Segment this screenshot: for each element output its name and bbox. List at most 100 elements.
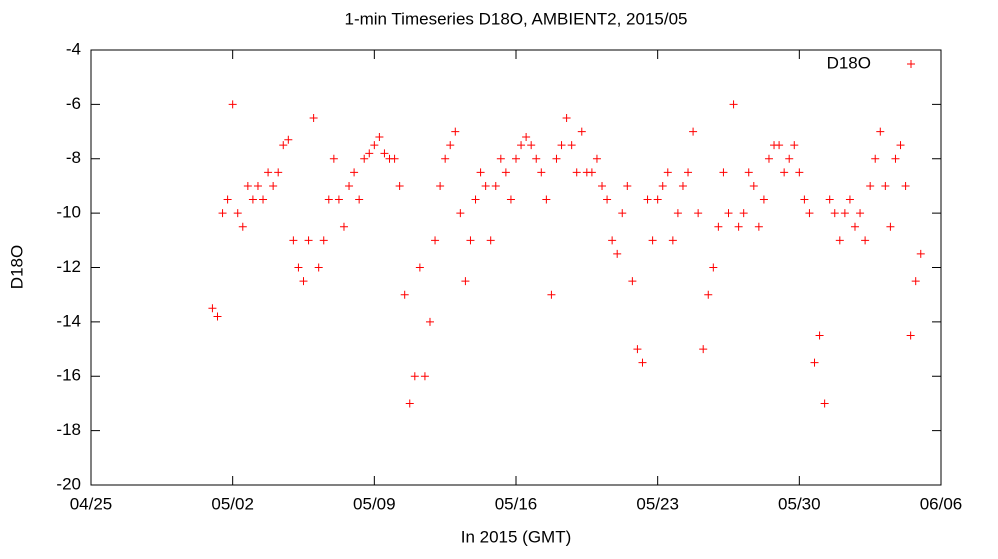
data-point [678,181,687,190]
data-point [845,195,854,204]
data-point [840,209,849,218]
data-point [552,154,561,163]
data-point [871,154,880,163]
data-point [719,168,728,177]
data-point [598,181,607,190]
plot-frame [90,49,942,486]
data-point [881,181,890,190]
data-point [532,154,541,163]
data-point [355,195,364,204]
data-point [501,168,510,177]
data-point [496,154,505,163]
data-point [618,209,627,218]
data-point [314,263,323,272]
y-tick-label: -20 [56,474,81,493]
data-point [866,181,875,190]
data-point [319,236,328,245]
data-point [613,249,622,258]
data-point [592,154,601,163]
data-point [213,312,222,321]
data-point [830,209,839,218]
data-point [916,249,925,258]
data-point [451,127,460,136]
y-tick-label: -14 [56,311,81,330]
data-point [653,195,662,204]
data-point [557,141,566,150]
data-point [896,141,905,150]
data-point [425,317,434,326]
data-point [309,113,318,122]
data-point [304,236,313,245]
data-point [663,168,672,177]
data-point [694,209,703,218]
data-point [405,399,414,408]
data-point [699,345,708,354]
data-point [825,195,834,204]
data-point [208,304,217,313]
x-tick-label: 06/06 [920,494,963,513]
data-point [264,168,273,177]
data-point [906,331,915,340]
data-point [370,141,379,150]
data-point [714,222,723,231]
data-point [512,154,520,163]
data-point [365,149,374,158]
data-point [345,181,354,190]
data-point [835,236,844,245]
data-point [577,127,586,136]
x-tick-label: 05/09 [353,494,396,513]
data-point [441,154,450,163]
data-point [729,100,738,109]
data-point [431,236,440,245]
data-point [754,222,763,231]
data-point [506,195,515,204]
data-point [375,133,384,141]
data-point [886,222,895,231]
data-point [673,209,682,218]
data-point [689,127,698,136]
data-point [238,222,247,231]
data-point [684,168,693,177]
data-point [542,195,551,204]
data-point [476,168,485,177]
data-point [350,168,359,177]
data-point [269,181,278,190]
data-point [517,141,526,150]
data-point [420,372,429,381]
data-point [481,181,490,190]
data-point [668,236,677,245]
data-point [400,290,409,299]
data-point [446,141,455,150]
data-point [876,127,885,136]
data-point [658,181,667,190]
data-point [527,141,536,150]
data-point [466,236,475,245]
data-point [461,277,470,286]
data-point [810,358,819,367]
y-tick-label: -4 [66,39,81,58]
chart-title: 1-min Timeseries D18O, AMBIENT2, 2015/05 [345,9,688,28]
x-axis-label: In 2015 (GMT) [461,527,572,546]
data-point [805,209,814,218]
data-point [274,168,283,177]
data-point [795,168,804,177]
data-point [329,154,338,163]
y-tick-label: -16 [56,366,81,385]
data-point [491,181,500,190]
data-point [628,277,637,286]
data-point [587,168,596,177]
data-point [436,181,445,190]
data-point [537,168,546,177]
data-point [299,277,308,286]
data-point [643,195,652,204]
x-tick-label: 04/25 [70,494,113,513]
data-point [891,154,900,163]
data-point [911,277,920,286]
x-tick-label: 05/23 [636,494,679,513]
data-point [380,149,389,158]
data-point [856,209,865,218]
data-point [815,331,824,340]
data-point [764,154,773,163]
data-point [294,263,303,272]
